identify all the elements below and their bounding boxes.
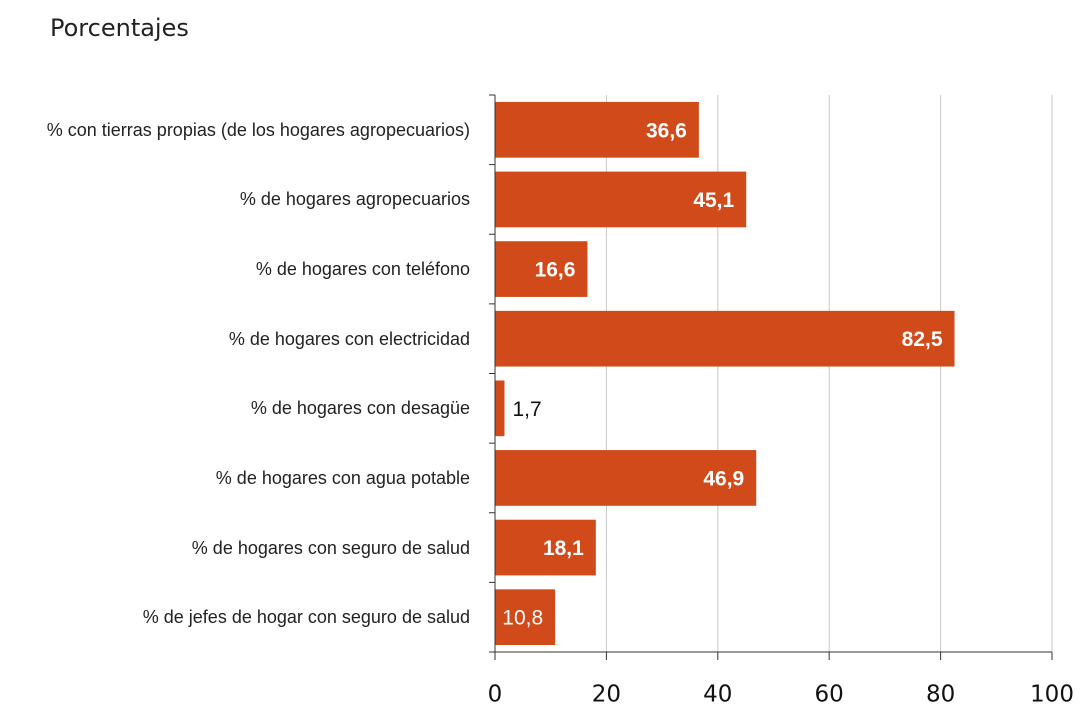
value-label: 18,1: [543, 537, 584, 560]
value-label: 10,8: [502, 607, 543, 630]
y-tick-label: % de jefes de hogar con seguro de salud: [142, 607, 470, 628]
value-label: 36,6: [646, 119, 687, 142]
y-tick-label: % de hogares agropecuarios: [239, 189, 470, 210]
y-tick-label: % de hogares con desagüe: [250, 398, 470, 419]
bar: [495, 380, 505, 437]
x-tick-label: 60: [815, 682, 844, 708]
bar: [495, 450, 757, 506]
bar: [495, 171, 747, 228]
x-tick-label: 0: [488, 682, 503, 708]
value-label: 82,5: [902, 328, 943, 351]
bar: [495, 519, 596, 576]
value-label: 1,7: [512, 398, 541, 421]
chart-title: Porcentajes: [50, 14, 189, 42]
x-tick-label: 40: [703, 682, 732, 708]
value-label: 16,6: [535, 259, 576, 282]
x-tick-label: 80: [926, 682, 955, 708]
bar: [495, 241, 588, 297]
y-tick-label: % de hogares con teléfono: [255, 259, 470, 280]
y-tick-label: % de hogares con agua potable: [215, 467, 470, 488]
x-tick-label: 100: [1030, 682, 1074, 708]
bar: [495, 310, 955, 367]
value-label: 46,9: [703, 467, 744, 490]
y-tick-label: % de hogares con electricidad: [228, 328, 470, 349]
bar: [495, 589, 556, 646]
value-label: 45,1: [693, 189, 734, 212]
bar: [495, 101, 699, 158]
y-tick-label: % de hogares con seguro de salud: [191, 537, 470, 558]
y-tick-label: % con tierras propias (de los hogares ag…: [46, 119, 470, 140]
x-tick-label: 20: [592, 682, 621, 708]
